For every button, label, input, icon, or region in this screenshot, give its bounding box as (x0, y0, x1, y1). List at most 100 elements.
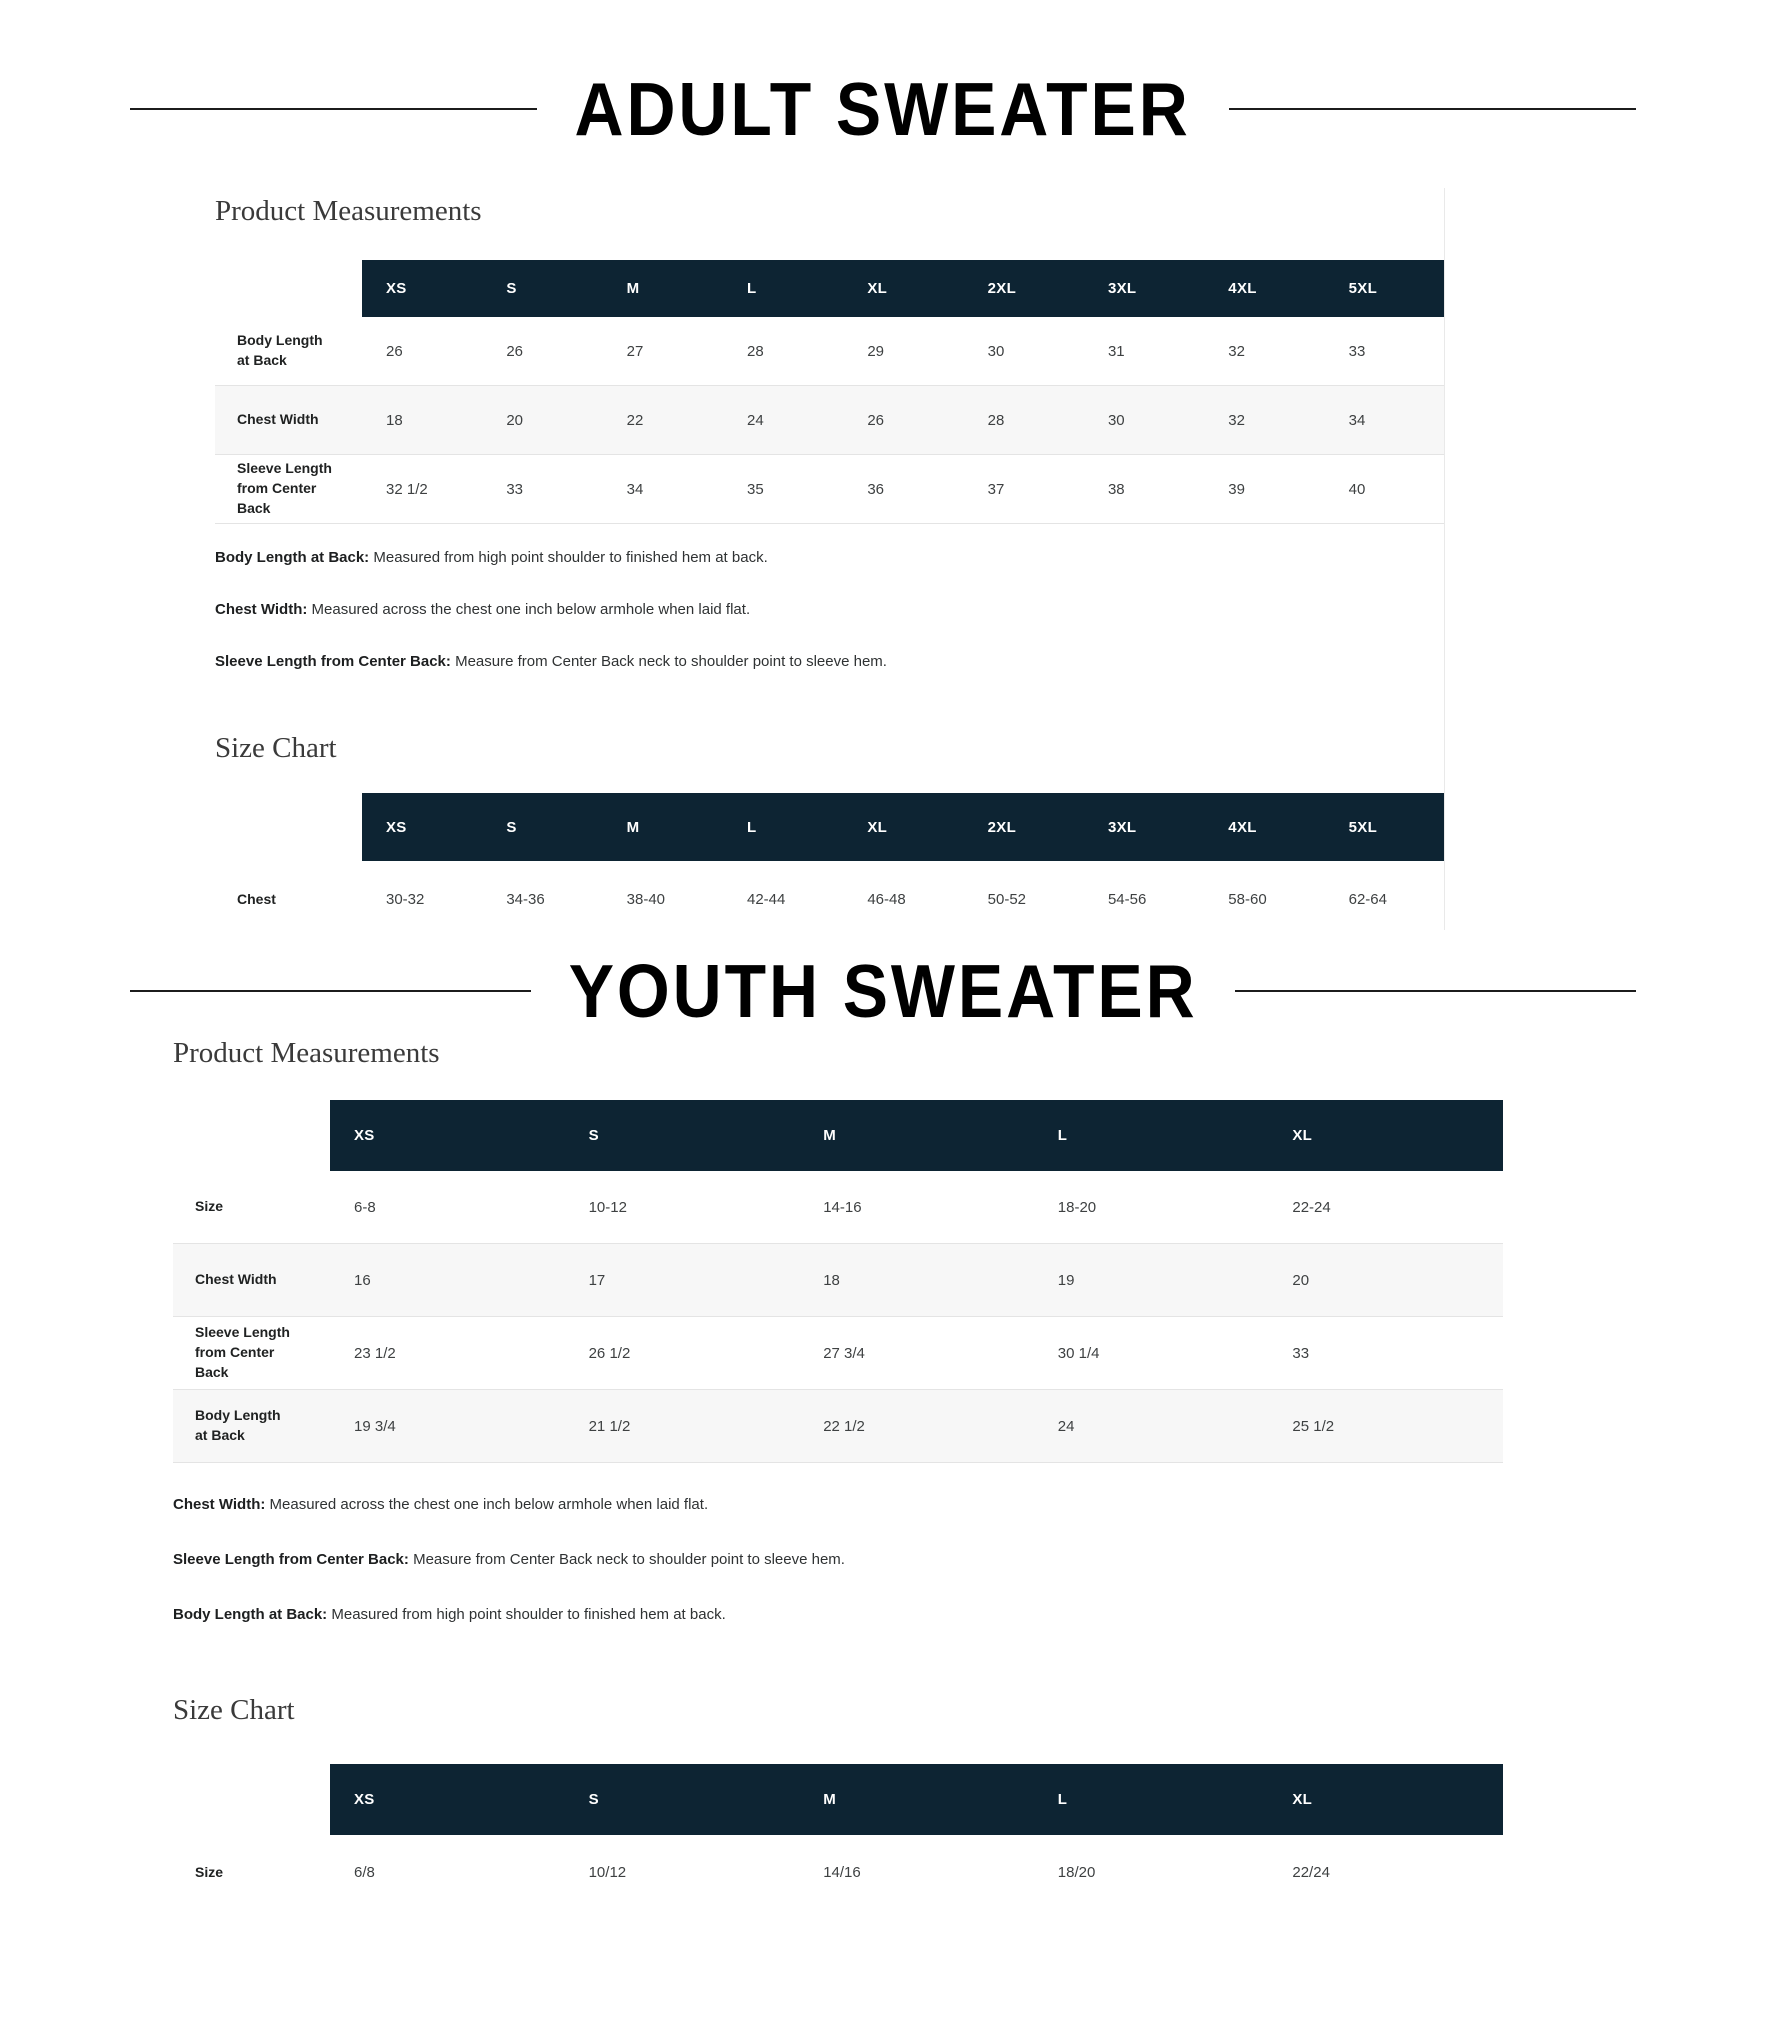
measurement-value: 32 1/2 (386, 480, 428, 498)
size-column-header: 2XL (963, 793, 1084, 861)
size-column-header: XS (362, 260, 483, 317)
measurement-value: 29 (867, 342, 884, 360)
measurement-value: 18 (823, 1271, 840, 1289)
size-column-header: M (602, 793, 723, 861)
measurement-value: 16 (354, 1271, 371, 1289)
table-header-row: XS S M L XL 2XL 3XL 4XL 5XL (215, 793, 1445, 861)
measurement-value: 20 (506, 411, 524, 429)
size-column-header: S (564, 1100, 800, 1171)
measurement-value: 23 1/2 (354, 1344, 396, 1362)
note-term: Chest Width: (215, 601, 312, 618)
size-column-header: XL (1268, 1100, 1503, 1171)
measurement-value: 22/24 (1292, 1864, 1330, 1881)
measurement-value: 20 (1292, 1271, 1310, 1289)
size-column-header: XS (330, 1100, 565, 1171)
row-label: Chest (237, 890, 276, 907)
measurement-value: 18 (386, 411, 403, 429)
measurement-value: 54-56 (1107, 891, 1147, 908)
measurement-note: Sleeve Length from Center Back: Measure … (173, 1550, 1503, 1570)
table-corner-cell (173, 1764, 330, 1835)
row-label: Body Length at Back (237, 332, 323, 368)
size-column-header: L (1033, 1764, 1269, 1835)
title-rule-right (1235, 990, 1637, 992)
table-row: Size 6-8 10-12 14-16 18-20 22-24 (173, 1171, 1503, 1243)
panel-right-border (1444, 188, 1445, 930)
measurement-value: 28 (746, 342, 764, 360)
measurement-value: 62-64 (1348, 891, 1387, 908)
size-column-header: XS (330, 1764, 565, 1835)
size-chart-heading: Size Chart (173, 1694, 295, 1726)
measurement-notes: Body Length at Back: Measured from high … (215, 548, 1445, 672)
measurement-value: 35 (746, 480, 764, 498)
adult-sweater-section: ADULT SWEATER Product Measurements XS S M L… (0, 67, 1766, 938)
measurement-value: 32 (1228, 342, 1245, 360)
measurement-value: 46-48 (867, 891, 906, 908)
size-column-header: 5XL (1324, 793, 1445, 861)
note-text: Measured across the chest one inch below… (269, 1496, 709, 1513)
size-column-header: 3XL (1083, 793, 1205, 861)
measurement-value: 27 (626, 342, 644, 360)
measurement-value: 32 (1228, 411, 1245, 429)
note-text: Measured from high point shoulder to fin… (373, 549, 768, 566)
measurement-value: 22-24 (1292, 1198, 1331, 1216)
row-label: Sleeve Length from Center Back (195, 1324, 290, 1380)
size-column-header: M (799, 1100, 1034, 1171)
title-rule-left (130, 990, 531, 992)
table-corner-cell (173, 1100, 330, 1171)
table-corner-cell (215, 260, 362, 317)
section-title-row: ADULT SWEATER (0, 67, 1766, 151)
note-text: Measured across the chest one inch below… (311, 601, 751, 618)
measurement-value: 24 (746, 411, 764, 429)
product-measurements-table: XS S M L XL Size 6-8 10-12 14-16 18-20 22-24 Chest … (173, 1100, 1503, 1463)
measurement-note: Body Length at Back: Measured from high … (173, 1605, 1503, 1625)
youth-sweater-section: YOUTH SWEATER Product Measurements XS S M L… (0, 949, 1766, 1910)
measurement-value: 34 (1348, 411, 1366, 429)
measurement-value: 19 3/4 (354, 1417, 396, 1435)
measurement-value: 33 (1292, 1344, 1310, 1362)
size-column-header: XL (843, 793, 964, 861)
measurement-value: 58-60 (1228, 891, 1267, 908)
size-column-header: L (1033, 1100, 1269, 1171)
table-header-row: XS S M L XL 2XL 3XL 4XL 5XL (215, 260, 1445, 317)
section-title: ADULT SWEATER (574, 66, 1192, 152)
table-row: Body Length at Back 19 3/4 21 1/2 22 1/2 24 2… (173, 1389, 1503, 1463)
size-chart-heading: Size Chart (215, 732, 337, 764)
size-column-header: L (722, 260, 844, 317)
table-row: Chest 30-32 34-36 38-40 42-44 46-48 50-52 54-56… (215, 861, 1445, 938)
measurement-value: 31 (1107, 342, 1125, 360)
note-text: Measured from high point shoulder to fin… (331, 1606, 726, 1623)
measurement-value: 14/16 (823, 1864, 861, 1881)
size-column-header: XS (362, 793, 483, 861)
note-term: Chest Width: (173, 1496, 270, 1513)
measurement-value: 40 (1348, 480, 1366, 498)
measurement-value: 24 (1057, 1417, 1075, 1435)
measurement-value: 19 (1057, 1271, 1075, 1289)
youth-panel: Product Measurements XS S M L XL Size 6-8 10-12… (173, 1036, 1503, 1910)
table-body: Size 6-8 10-12 14-16 18-20 22-24 Chest Width 16… (173, 1171, 1503, 1463)
product-measurements-heading: Product Measurements (215, 195, 482, 227)
measurement-value: 17 (588, 1271, 606, 1289)
measurement-value: 6-8 (354, 1198, 376, 1216)
measurement-note: Body Length at Back: Measured from high … (215, 548, 1445, 568)
size-column-header: M (602, 260, 723, 317)
note-text: Measure from Center Back neck to shoulde… (455, 653, 887, 670)
table-row: Sleeve Length from Center Back 23 1/2 26 1… (173, 1316, 1503, 1389)
size-column-header: 5XL (1324, 260, 1445, 317)
measurement-value: 10/12 (588, 1864, 627, 1881)
measurement-notes: Chest Width: Measured across the chest o… (173, 1495, 1503, 1625)
measurement-note: Chest Width: Measured across the chest o… (173, 1495, 1503, 1515)
measurement-value: 39 (1228, 480, 1245, 498)
measurement-value: 26 (506, 342, 524, 360)
table-body: Body Length at Back 26 26 27 28 29 30 31 32 33 Che… (215, 317, 1445, 524)
measurement-value: 36 (867, 480, 884, 498)
size-chart-table: XS S M L XL 2XL 3XL 4XL 5XL Chest 30-32 34-36 38-40 4… (215, 793, 1445, 938)
row-label: Size (195, 1198, 224, 1215)
size-column-header: 2XL (963, 260, 1084, 317)
row-label: Size (195, 1863, 224, 1880)
measurement-value: 26 1/2 (588, 1344, 631, 1362)
table-row: Chest Width 18 20 22 24 26 28 30 32 34 (215, 385, 1445, 454)
measurement-value: 30-32 (386, 891, 425, 908)
measurement-value: 34-36 (506, 891, 545, 908)
measurement-value: 27 3/4 (823, 1344, 865, 1362)
title-rule-right (1228, 108, 1637, 110)
